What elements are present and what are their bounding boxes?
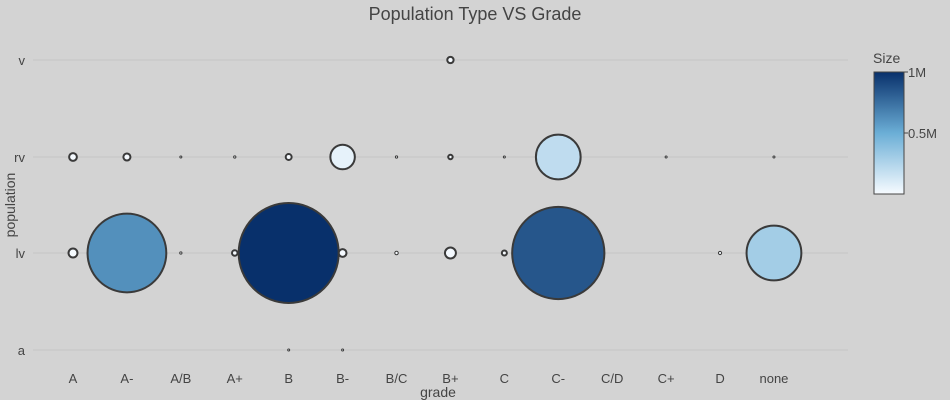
- bubble-B-rv[interactable]: [284, 153, 293, 161]
- colorbar-tick-label: 1M: [908, 65, 926, 80]
- x-tick-label: C/D: [601, 371, 623, 386]
- colorbar-gradient: [873, 71, 905, 195]
- x-tick-label: B+: [442, 371, 458, 386]
- bubble-B--lv[interactable]: [337, 248, 348, 258]
- x-tick-label: B: [284, 371, 293, 386]
- y-axis-title: population: [2, 173, 18, 238]
- colorbar-tick-label: 0.5M: [908, 126, 937, 141]
- x-tick-label: B/C: [386, 371, 408, 386]
- bubble-none-lv[interactable]: [745, 224, 803, 282]
- bubble-A+-lv[interactable]: [231, 249, 239, 257]
- bubble-A+-rv[interactable]: [233, 155, 237, 159]
- x-tick-label: C-: [551, 371, 565, 386]
- y-tick-labels: a lv rv v: [14, 53, 26, 358]
- bubble-B+-rv[interactable]: [447, 153, 454, 161]
- bubble-A--lv[interactable]: [86, 212, 168, 294]
- bubble-C--rv[interactable]: [534, 133, 582, 181]
- y-tick-label: a: [18, 343, 26, 358]
- bubbles: [67, 55, 803, 352]
- bubble-A/B-rv[interactable]: [179, 155, 183, 159]
- bubble-B--a[interactable]: [341, 348, 345, 352]
- y-tick-label: lv: [16, 246, 26, 261]
- bubble-A-rv[interactable]: [68, 152, 78, 162]
- x-tick-label: A+: [227, 371, 243, 386]
- bubble-C--lv[interactable]: [511, 205, 606, 301]
- bubble-C-lv[interactable]: [500, 249, 508, 257]
- x-tick-label: none: [759, 371, 788, 386]
- bubble-none-rv[interactable]: [772, 155, 776, 159]
- bubble-A-lv[interactable]: [67, 247, 79, 259]
- bubble-B-a[interactable]: [287, 348, 291, 352]
- bubble-C+-rv[interactable]: [664, 155, 668, 159]
- bubble-B+-v[interactable]: [446, 55, 455, 65]
- bubble-B/C-rv[interactable]: [394, 155, 399, 159]
- bubble-B/C-lv[interactable]: [394, 250, 399, 256]
- bubble-B--rv[interactable]: [329, 143, 356, 171]
- bubble-D-lv[interactable]: [717, 250, 723, 256]
- chart-title: Population Type VS Grade: [369, 4, 582, 24]
- x-tick-label: D: [715, 371, 724, 386]
- x-tick-label: A: [69, 371, 78, 386]
- colorbar-ticks: 1M 0.5M: [904, 65, 937, 141]
- bubble-A/B-lv[interactable]: [179, 251, 183, 255]
- colorbar: Size 1M 0.5M: [873, 50, 937, 195]
- x-tick-label: B-: [336, 371, 349, 386]
- x-tick-label: C: [500, 371, 509, 386]
- bubble-B+-lv[interactable]: [443, 246, 457, 260]
- x-axis-title: grade: [420, 384, 456, 400]
- x-tick-label: A/B: [170, 371, 191, 386]
- x-tick-label: A-: [120, 371, 133, 386]
- bubble-A--rv[interactable]: [122, 152, 132, 162]
- colorbar-title: Size: [873, 50, 900, 66]
- bubble-C-rv[interactable]: [502, 155, 506, 159]
- bubble-B-lv[interactable]: [237, 202, 340, 304]
- y-tick-label: v: [19, 53, 26, 68]
- y-tick-label: rv: [14, 150, 25, 165]
- gridlines: [33, 59, 848, 351]
- x-tick-label: C+: [658, 371, 675, 386]
